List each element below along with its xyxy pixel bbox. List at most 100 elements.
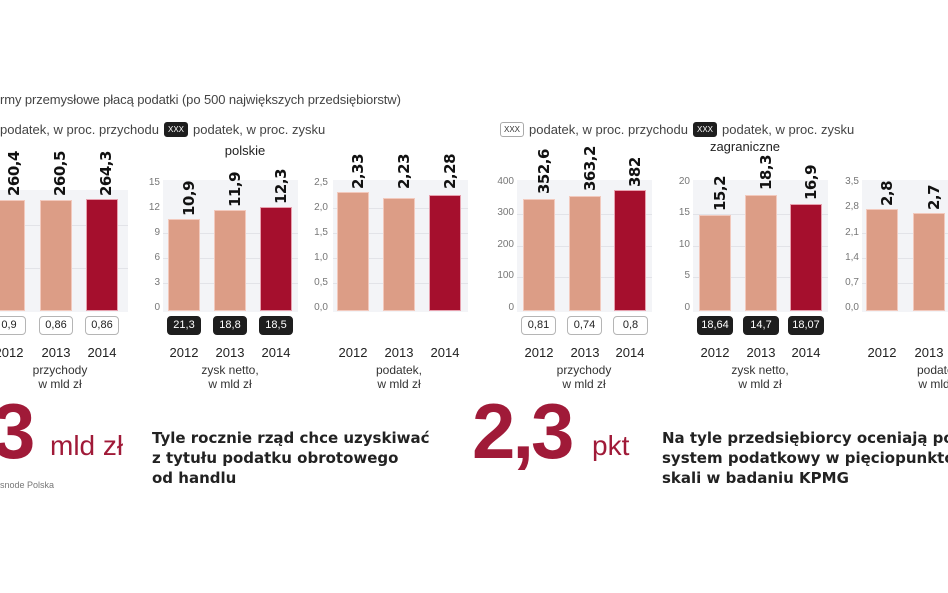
y-tick: 300: [497, 207, 514, 218]
y-tick: 0: [508, 302, 514, 313]
callout-right-number: 2,3: [472, 387, 574, 475]
year-label: 2012: [0, 345, 24, 360]
bar-2013: [383, 198, 415, 311]
group-label-foreign: zagraniczne: [709, 139, 781, 154]
legend-foreign: XXX podatek, w proc. przychodu XXX podat…: [500, 122, 854, 137]
infographic-title: rmy przemysłowe płacą podatki (po 500 na…: [0, 92, 401, 107]
value-label-2014: 12,3: [272, 168, 290, 204]
caption-line: w mld zł: [562, 377, 606, 391]
legend-polish: podatek, w proc. przychodu XXX podatek, …: [0, 122, 325, 137]
year-label: 2014: [87, 345, 117, 360]
value-label-2012: 2,33: [349, 153, 367, 189]
bar-2014: [260, 207, 292, 311]
text-line: Tyle rocznie rząd chce uzyskiwać: [152, 429, 430, 447]
callout-right-unit: pkt: [592, 430, 630, 461]
text-line: system podatkowy w pięciopunktow: [662, 449, 948, 467]
caption-line: w mld zł: [918, 377, 948, 391]
y-tick: 2,1: [845, 227, 859, 238]
y-tick: 0,0: [845, 302, 859, 313]
callout-left-text: Tyle rocznie rząd chce uzyskiwać z tytuł…: [152, 428, 429, 488]
year-label: 2014: [430, 345, 460, 360]
legend-text-profit: podatek, w proc. zysku: [193, 122, 326, 137]
value-label-2012: 260,4: [5, 151, 23, 196]
bar-2014: [429, 195, 461, 311]
value-label-2014: 16,9: [802, 164, 820, 200]
year-label: 2013: [215, 345, 245, 360]
y-tick: 1,5: [314, 227, 328, 238]
bar-2012: [168, 219, 200, 311]
axis-caption: zysk netto, w mld zł: [700, 363, 820, 391]
pct-badge-2013: 14,7: [743, 316, 779, 335]
bar-2013: [745, 195, 777, 311]
y-tick: 20: [678, 176, 690, 187]
value-label-2014: 264,3: [97, 151, 115, 196]
y-tick: 10: [678, 239, 690, 250]
pct-badge-2012: 0,9: [0, 316, 26, 335]
pct-badge-2014: 18,07: [788, 316, 824, 335]
year-label: 2014: [261, 345, 291, 360]
value-label-2013: 260,5: [51, 151, 69, 196]
text-line: Na tyle przedsiębiorcy oceniają pols: [662, 429, 948, 447]
value-label-2013: 18,3: [757, 154, 775, 190]
bar-2012: [337, 192, 369, 311]
y-tick: 0,0: [314, 302, 328, 313]
pct-badge-2012: 18,64: [697, 316, 733, 335]
y-tick: 2,5: [314, 177, 328, 188]
axis-caption: przychody w mld zł: [524, 363, 644, 391]
y-tick: 3,5: [845, 176, 859, 187]
bar-2013: [40, 200, 72, 311]
y-tick: 2,8: [845, 201, 859, 212]
bar-2014: [790, 204, 822, 311]
caption-line: w mld zł: [38, 377, 82, 391]
year-label: 2012: [169, 345, 199, 360]
callout-left-unit: mld zł: [50, 430, 124, 461]
bar-2013: [913, 213, 945, 311]
legend-text-revenue: podatek, w proc. przychodu: [529, 122, 688, 137]
bar-2013: [569, 196, 601, 311]
callout-right-text: Na tyle przedsiębiorcy oceniają pols sys…: [662, 428, 948, 488]
axis-caption: zysk netto, w mld zł: [170, 363, 290, 391]
pct-badge-2013: 0,86: [39, 316, 73, 335]
y-tick: 12: [148, 202, 160, 213]
y-tick: 15: [148, 177, 160, 188]
pct-badge-2012: 0,81: [521, 316, 556, 335]
y-tick: 15: [678, 207, 690, 218]
year-label: 2013: [914, 345, 944, 360]
gridline: [862, 258, 948, 259]
year-label: 2012: [524, 345, 554, 360]
y-tick: 0,7: [845, 277, 859, 288]
value-label-2014: 2,28: [441, 153, 459, 189]
text-line: z tytułu podatku obrotowego: [152, 449, 399, 467]
group-label-polish: polskie: [224, 143, 266, 158]
y-tick: 0,5: [314, 277, 328, 288]
y-tick: 9: [154, 227, 160, 238]
legend-swatch-revenue: XXX: [500, 122, 525, 137]
axis-caption: podatek, w mld zł: [339, 363, 459, 391]
y-tick: 1,4: [845, 252, 859, 263]
value-label-2012: 2,8: [878, 180, 896, 206]
year-label: 2013: [384, 345, 414, 360]
y-tick: 400: [497, 176, 514, 187]
pct-badge-2014: 0,86: [85, 316, 119, 335]
year-label: 2013: [570, 345, 600, 360]
pct-badge-2012: 21,3: [167, 316, 201, 335]
year-label: 2014: [615, 345, 645, 360]
axis-caption: przychody w mld zł: [0, 363, 120, 391]
pct-badge-2014: 18,5: [259, 316, 293, 335]
text-line: od handlu: [152, 469, 237, 487]
bar-2012: [699, 215, 731, 311]
value-label-2013: 363,2: [581, 146, 599, 191]
source-note: snode Polska: [0, 480, 55, 490]
year-label: 2012: [700, 345, 730, 360]
y-tick: 5: [684, 270, 690, 281]
caption-line: w mld zł: [738, 377, 782, 391]
pct-badge-2013: 18,8: [213, 316, 247, 335]
value-label-2012: 15,2: [711, 175, 729, 211]
bar-2012: [523, 199, 555, 311]
axis-caption: podatek, w mld zł: [880, 363, 948, 391]
year-label: 2014: [791, 345, 821, 360]
gridline: [862, 233, 948, 234]
caption-line: w mld zł: [208, 377, 252, 391]
pct-badge-2014: 0,8: [613, 316, 648, 335]
text-line: skali w badaniu KPMG: [662, 469, 849, 487]
